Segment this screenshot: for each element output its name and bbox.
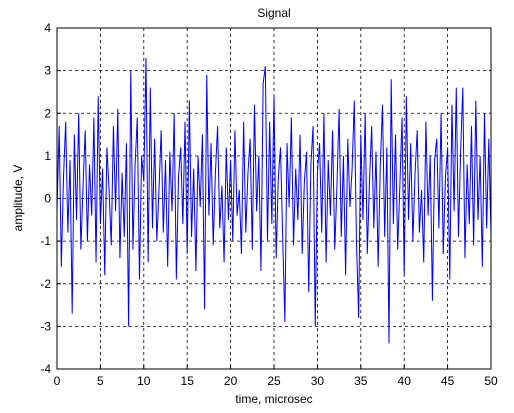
axes-box <box>56 27 492 370</box>
x-tick-label: 0 <box>54 374 61 388</box>
y-tick-label: 4 <box>44 21 51 35</box>
x-tick-label: 15 <box>181 374 195 388</box>
chart-title: Signal <box>257 6 290 20</box>
y-tick-label: -2 <box>40 277 51 291</box>
y-axis-label: amplitude, V <box>11 165 25 232</box>
x-tick-label: 45 <box>441 374 455 388</box>
x-tick-label: 5 <box>97 374 104 388</box>
y-tick-label: 2 <box>44 106 51 120</box>
x-axis-label: time, microsec <box>235 392 312 406</box>
x-tick-label: 25 <box>267 374 281 388</box>
x-tick-label: 20 <box>224 374 238 388</box>
signal-line <box>56 57 492 344</box>
x-tick-label: 40 <box>398 374 412 388</box>
x-tick-label: 35 <box>354 374 368 388</box>
x-tick-label: 30 <box>311 374 325 388</box>
y-tick-label: -3 <box>40 319 51 333</box>
x-tick-label: 50 <box>484 374 498 388</box>
y-tick-label: 3 <box>44 64 51 78</box>
x-tick-label: 10 <box>137 374 151 388</box>
y-tick-label: -4 <box>40 362 51 376</box>
y-tick-label: 0 <box>44 192 51 206</box>
y-tick-label: 1 <box>44 149 51 163</box>
y-tick-label: -1 <box>40 234 51 248</box>
